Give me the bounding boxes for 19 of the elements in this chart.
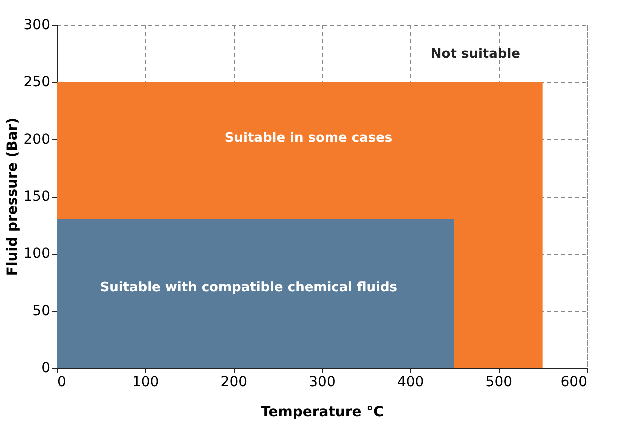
y-tick-label: 50 bbox=[32, 303, 50, 320]
y-tick-label: 250 bbox=[24, 74, 50, 91]
y-axis-title: Fluid pressure (Bar) bbox=[4, 118, 21, 276]
x-tick-label: 0 bbox=[58, 374, 66, 390]
annotation: Suitable with compatible chemical fluids bbox=[100, 280, 398, 296]
x-tick-label: 600 bbox=[560, 374, 588, 390]
annotation: Suitable in some cases bbox=[224, 131, 393, 146]
y-tick-label: 200 bbox=[24, 132, 50, 148]
x-tick-label: 500 bbox=[486, 374, 513, 390]
x-tick-label: 400 bbox=[397, 374, 424, 390]
y-tick-label: 0 bbox=[42, 360, 50, 376]
annotation: Not suitable bbox=[430, 47, 521, 62]
y-tick-label: 300 bbox=[24, 18, 50, 34]
x-tick-label: 300 bbox=[309, 374, 336, 390]
y-tick-label: 100 bbox=[24, 246, 50, 262]
x-tick-label: 200 bbox=[220, 374, 248, 390]
y-tick-label: 150 bbox=[24, 189, 50, 205]
x-tick-label: 100 bbox=[132, 374, 160, 390]
x-axis-title: Temperature °C bbox=[261, 404, 384, 420]
